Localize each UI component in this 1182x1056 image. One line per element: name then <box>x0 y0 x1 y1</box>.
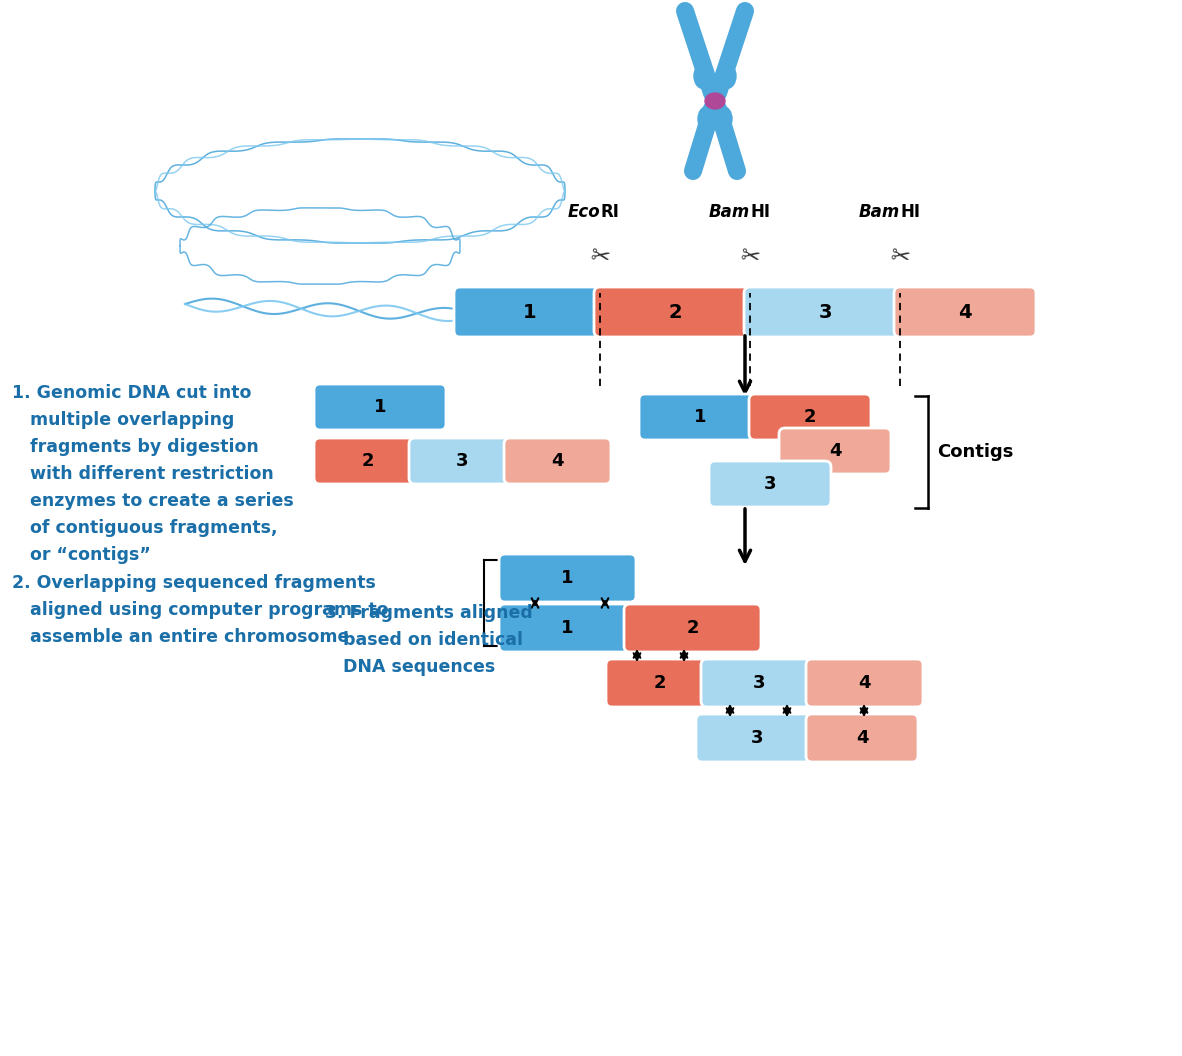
Text: 4: 4 <box>858 674 871 692</box>
Text: 2: 2 <box>654 674 665 692</box>
FancyBboxPatch shape <box>701 659 818 708</box>
Text: 4: 4 <box>829 442 842 460</box>
Text: based on identical: based on identical <box>325 631 522 649</box>
Text: or “contigs”: or “contigs” <box>12 546 151 564</box>
Text: 1: 1 <box>561 569 573 587</box>
FancyBboxPatch shape <box>504 438 611 484</box>
Text: 4: 4 <box>959 302 972 321</box>
Text: 1: 1 <box>561 619 573 637</box>
Text: fragments by digestion: fragments by digestion <box>12 438 259 456</box>
Text: DNA sequences: DNA sequences <box>325 658 495 676</box>
Text: 2: 2 <box>362 452 374 470</box>
Text: Bam: Bam <box>859 203 900 221</box>
Text: 1. Genomic DNA cut into: 1. Genomic DNA cut into <box>12 384 252 402</box>
FancyBboxPatch shape <box>595 287 756 337</box>
Text: RI: RI <box>600 203 619 221</box>
Text: of contiguous fragments,: of contiguous fragments, <box>12 518 278 538</box>
FancyBboxPatch shape <box>894 287 1035 337</box>
FancyBboxPatch shape <box>709 461 831 507</box>
FancyBboxPatch shape <box>454 287 606 337</box>
Text: 1: 1 <box>374 398 387 416</box>
Text: 4: 4 <box>856 729 869 747</box>
FancyBboxPatch shape <box>499 554 636 602</box>
Text: ✂: ✂ <box>888 244 911 270</box>
FancyBboxPatch shape <box>806 714 918 762</box>
Text: Bam: Bam <box>709 203 751 221</box>
Ellipse shape <box>714 107 732 132</box>
Ellipse shape <box>699 107 716 132</box>
Text: 2: 2 <box>668 302 682 321</box>
Text: with different restriction: with different restriction <box>12 465 274 483</box>
Text: multiple overlapping: multiple overlapping <box>12 411 234 429</box>
FancyBboxPatch shape <box>779 428 891 474</box>
Text: Eco: Eco <box>567 203 600 221</box>
Text: ✂: ✂ <box>589 244 612 270</box>
Ellipse shape <box>694 63 712 89</box>
FancyBboxPatch shape <box>696 714 818 762</box>
Text: 2: 2 <box>804 408 817 426</box>
FancyBboxPatch shape <box>499 604 636 652</box>
Text: HI: HI <box>900 203 920 221</box>
FancyBboxPatch shape <box>639 394 761 440</box>
Text: ✂: ✂ <box>739 244 762 270</box>
Text: 3. Fragments aligned: 3. Fragments aligned <box>325 604 533 622</box>
FancyBboxPatch shape <box>624 604 761 652</box>
FancyBboxPatch shape <box>409 438 517 484</box>
Text: aligned using computer programs to: aligned using computer programs to <box>12 601 389 619</box>
Text: 3: 3 <box>753 674 766 692</box>
Text: 3: 3 <box>818 302 832 321</box>
Text: HI: HI <box>751 203 769 221</box>
Text: 2. Overlapping sequenced fragments: 2. Overlapping sequenced fragments <box>12 574 376 592</box>
Text: enzymes to create a series: enzymes to create a series <box>12 492 294 510</box>
FancyBboxPatch shape <box>806 659 923 708</box>
Text: 1: 1 <box>524 302 537 321</box>
FancyBboxPatch shape <box>743 287 905 337</box>
Text: assemble an entire chromosome: assemble an entire chromosome <box>12 628 350 646</box>
FancyBboxPatch shape <box>314 438 421 484</box>
Text: 1: 1 <box>694 408 707 426</box>
FancyBboxPatch shape <box>314 384 446 430</box>
Text: Contigs: Contigs <box>937 444 1013 461</box>
Ellipse shape <box>717 63 736 89</box>
Text: 3: 3 <box>764 475 777 493</box>
Text: 3: 3 <box>751 729 764 747</box>
Text: 4: 4 <box>551 452 564 470</box>
Ellipse shape <box>704 93 725 109</box>
FancyBboxPatch shape <box>749 394 871 440</box>
FancyBboxPatch shape <box>606 659 713 708</box>
Text: 3: 3 <box>456 452 469 470</box>
Text: 2: 2 <box>687 619 699 637</box>
